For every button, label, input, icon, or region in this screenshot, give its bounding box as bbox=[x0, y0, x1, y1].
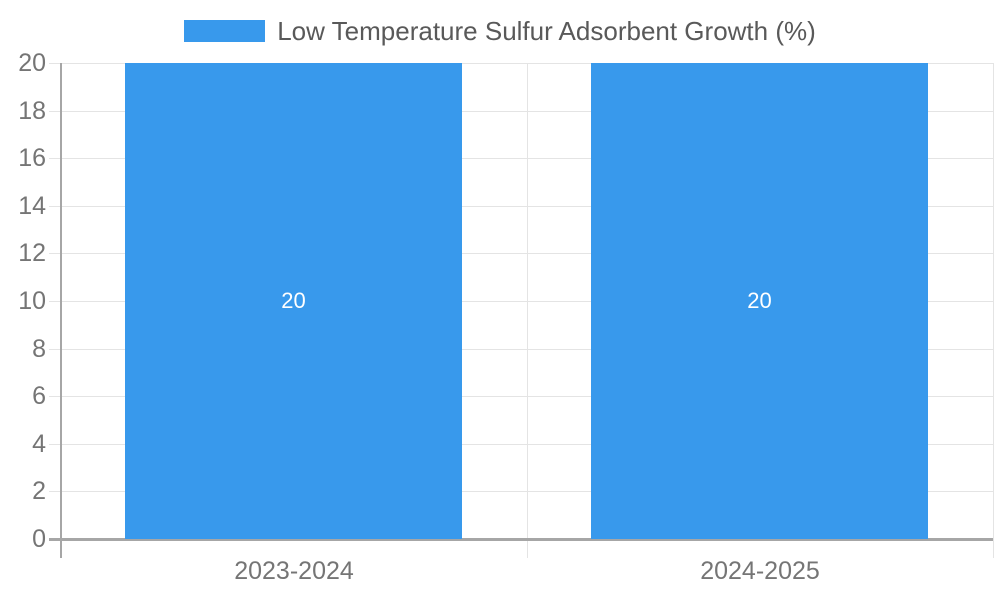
y-gridline bbox=[49, 444, 993, 445]
x-axis-line bbox=[49, 538, 993, 541]
x-tick-label: 2023-2024 bbox=[234, 557, 354, 585]
bar-value-label: 20 bbox=[747, 288, 772, 313]
y-tick-label: 6 bbox=[32, 382, 46, 410]
legend-item[interactable]: Low Temperature Sulfur Adsorbent Growth … bbox=[184, 17, 816, 45]
x-gridline bbox=[993, 63, 994, 558]
y-tick-label: 18 bbox=[18, 97, 46, 125]
y-gridline bbox=[49, 206, 993, 207]
y-gridline bbox=[49, 253, 993, 254]
y-axis-line bbox=[60, 63, 62, 558]
bar[interactable]: 20 bbox=[125, 63, 462, 539]
y-gridline bbox=[49, 349, 993, 350]
y-tick-label: 8 bbox=[32, 335, 46, 363]
y-gridline bbox=[49, 396, 993, 397]
y-gridline bbox=[49, 111, 993, 112]
y-tick-label: 2 bbox=[32, 477, 46, 505]
legend-label: Low Temperature Sulfur Adsorbent Growth … bbox=[277, 16, 816, 46]
y-gridline bbox=[49, 301, 993, 302]
legend-swatch bbox=[184, 20, 266, 42]
y-tick-label: 12 bbox=[18, 239, 46, 267]
y-tick-label: 14 bbox=[18, 192, 46, 220]
y-tick-label: 0 bbox=[32, 525, 46, 553]
y-tick-label: 20 bbox=[18, 49, 46, 77]
x-tick-label: 2024-2025 bbox=[700, 557, 820, 585]
x-gridline bbox=[527, 63, 528, 558]
y-gridline bbox=[49, 491, 993, 492]
y-tick-label: 4 bbox=[32, 430, 46, 458]
y-tick-label: 16 bbox=[18, 144, 46, 172]
bar-value-label: 20 bbox=[281, 288, 306, 313]
y-tick-label: 10 bbox=[18, 287, 46, 315]
bar[interactable]: 20 bbox=[591, 63, 928, 539]
legend: Low Temperature Sulfur Adsorbent Growth … bbox=[0, 17, 1000, 45]
y-gridline bbox=[49, 63, 993, 64]
y-gridline bbox=[49, 158, 993, 159]
